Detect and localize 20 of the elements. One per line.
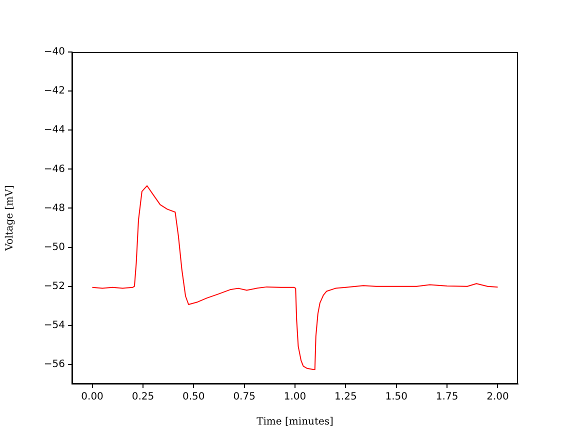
y-tick-label: −54: [44, 320, 65, 332]
y-tick-label: −56: [44, 359, 65, 370]
x-tick-label: 2.00: [486, 392, 509, 403]
y-tick-label: −46: [44, 164, 65, 175]
x-tick-label: 0.25: [132, 392, 154, 403]
y-tick-label: −48: [44, 202, 65, 214]
x-tick-label: 0.00: [81, 392, 104, 403]
x-axis-title: Time [minutes]: [256, 416, 334, 428]
x-tick-label: 0.50: [182, 392, 205, 403]
x-tick-label: 1.00: [284, 392, 306, 403]
y-tick-label: −52: [44, 280, 65, 292]
y-axis-title: Voltage [mV]: [4, 185, 16, 252]
x-tick-label: 1.25: [334, 392, 357, 403]
x-tick-label: 1.75: [436, 392, 458, 403]
x-tick-label: 1.50: [385, 392, 408, 403]
y-tick-label: −50: [44, 242, 65, 253]
y-tick-label: −42: [44, 86, 65, 97]
x-tick-label: 0.75: [233, 392, 256, 403]
y-tick-label: −44: [44, 124, 65, 136]
y-tick-label: −40: [44, 46, 65, 58]
